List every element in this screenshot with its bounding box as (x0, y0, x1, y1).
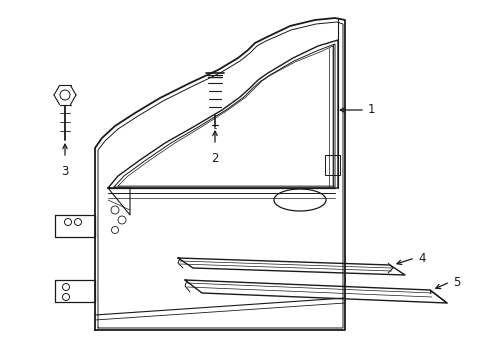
Text: 4: 4 (417, 252, 425, 265)
Text: 2: 2 (211, 152, 218, 165)
Text: 5: 5 (452, 275, 459, 288)
Text: 3: 3 (61, 165, 68, 178)
Text: 1: 1 (367, 104, 375, 117)
